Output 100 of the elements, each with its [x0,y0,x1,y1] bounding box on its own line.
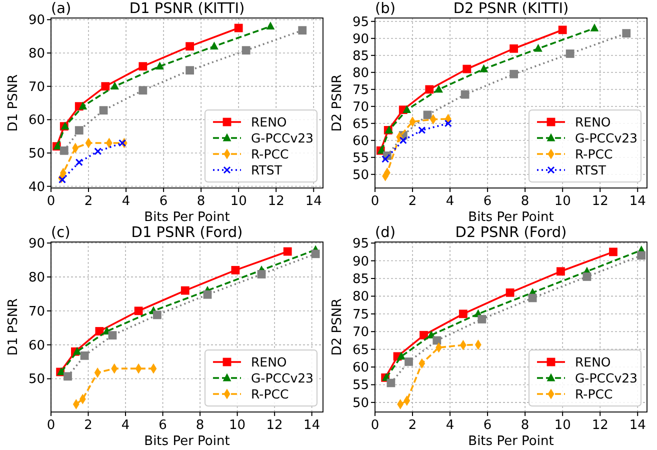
y-axis-title: D1 PSNR [6,298,21,356]
point [397,352,406,360]
text: (b) [375,1,396,17]
point [434,84,443,93]
point [156,62,164,70]
y-tick-label: 80 [352,66,369,81]
point [558,26,567,34]
y-tick-label: 75 [352,307,369,322]
x-axis-title: Bits Per Point [144,210,230,225]
y-tick-label: 60 [28,113,45,128]
x-axis-title: Bits Per Point [468,210,554,225]
point [283,247,292,256]
legend-label: R-PCC [575,146,613,162]
point [556,267,565,276]
x-tick-label: 6 [159,194,168,209]
legend-label: R-PCC [251,386,289,402]
point [622,29,631,38]
point [609,248,618,256]
point [78,102,88,110]
x-tick-label: 0 [46,194,56,209]
point [234,24,243,32]
x-tick-label: 10 [229,418,246,433]
x-tick-label: 14 [305,194,322,209]
y-tick-label: 50 [352,396,369,411]
y-axis-title: D2 PSNR [330,74,345,132]
y-tick-label: 55 [352,150,369,166]
x-tick-label: 6 [158,418,167,433]
y-tick-label: 70 [352,325,369,340]
legend-label: RENO [575,354,611,370]
legend-label: RENO [251,354,287,370]
x-tick-label: 10 [554,194,571,209]
x-tick-label: 8 [196,194,206,209]
legend-label: G-PCCv23 [575,130,638,146]
point [399,136,407,144]
y-tick-label: 55 [352,378,369,394]
y-tick-label: 80 [352,290,369,305]
point [418,126,426,134]
x-tick-label: 8 [196,418,204,433]
legend-label: RENO [575,114,611,130]
chart-title: D1 PSNR (Ford) [131,225,243,241]
x-tick-label: 0 [370,418,380,433]
point [506,288,514,297]
point [80,351,89,360]
point [311,250,320,258]
x-axis-title: Bits Per Point [144,434,230,449]
text: (d) [375,225,396,241]
point [404,358,413,366]
point [210,42,218,50]
y-tick-label: 95 [352,236,369,252]
point [582,272,592,281]
point [95,327,104,336]
point [231,266,240,274]
x-tick-label: 8 [520,418,530,433]
point [382,155,390,163]
y-tick-label: 65 [352,342,369,358]
point [242,46,250,55]
legend-label: R-PCC [575,386,613,402]
point [64,372,72,381]
point [58,176,66,184]
point [298,26,307,35]
y-tick-label: 50 [28,372,45,388]
x-tick-label: 12 [268,194,284,209]
point [423,110,432,120]
point [257,270,266,278]
x-axis-title: Bits Per Point [468,434,554,449]
point [480,64,488,72]
point [186,42,194,51]
y-tick-label: 50 [352,168,369,183]
x-tick-label: 4 [122,194,130,209]
y-tick-label: 50 [28,146,45,162]
y-tick-label: 90 [352,32,369,47]
y-tick-label: 70 [28,80,45,95]
point [60,146,68,155]
x-tick-label: 2 [84,418,92,433]
y-axis-title: D1 PSNR [6,74,21,132]
y-axis-title: D2 PSNR [330,298,345,356]
x-tick-label: 12 [592,194,608,209]
x-tick-label: 0 [370,194,380,209]
y-tick-label: 80 [28,46,45,62]
y-tick-label: 65 [352,116,369,132]
y-tick-label: 60 [352,360,369,376]
x-tick-label: 14 [629,418,646,433]
x-tick-label: 8 [520,194,530,209]
point [510,44,518,53]
y-tick-label: 85 [352,272,369,287]
x-tick-label: 2 [84,194,93,209]
point [99,106,108,115]
legend-label: G-PCCv23 [575,370,638,386]
point [266,22,275,30]
x-tick-label: 4 [121,418,130,433]
point [460,90,470,99]
legend-label: G-PCCv23 [251,370,314,386]
point [420,330,428,340]
x-tick-label: 2 [408,194,417,209]
point [152,310,162,320]
point [203,290,212,299]
point [108,331,117,340]
point [74,126,84,135]
point [444,120,452,128]
legend-label: G-PCCv23 [251,130,314,146]
